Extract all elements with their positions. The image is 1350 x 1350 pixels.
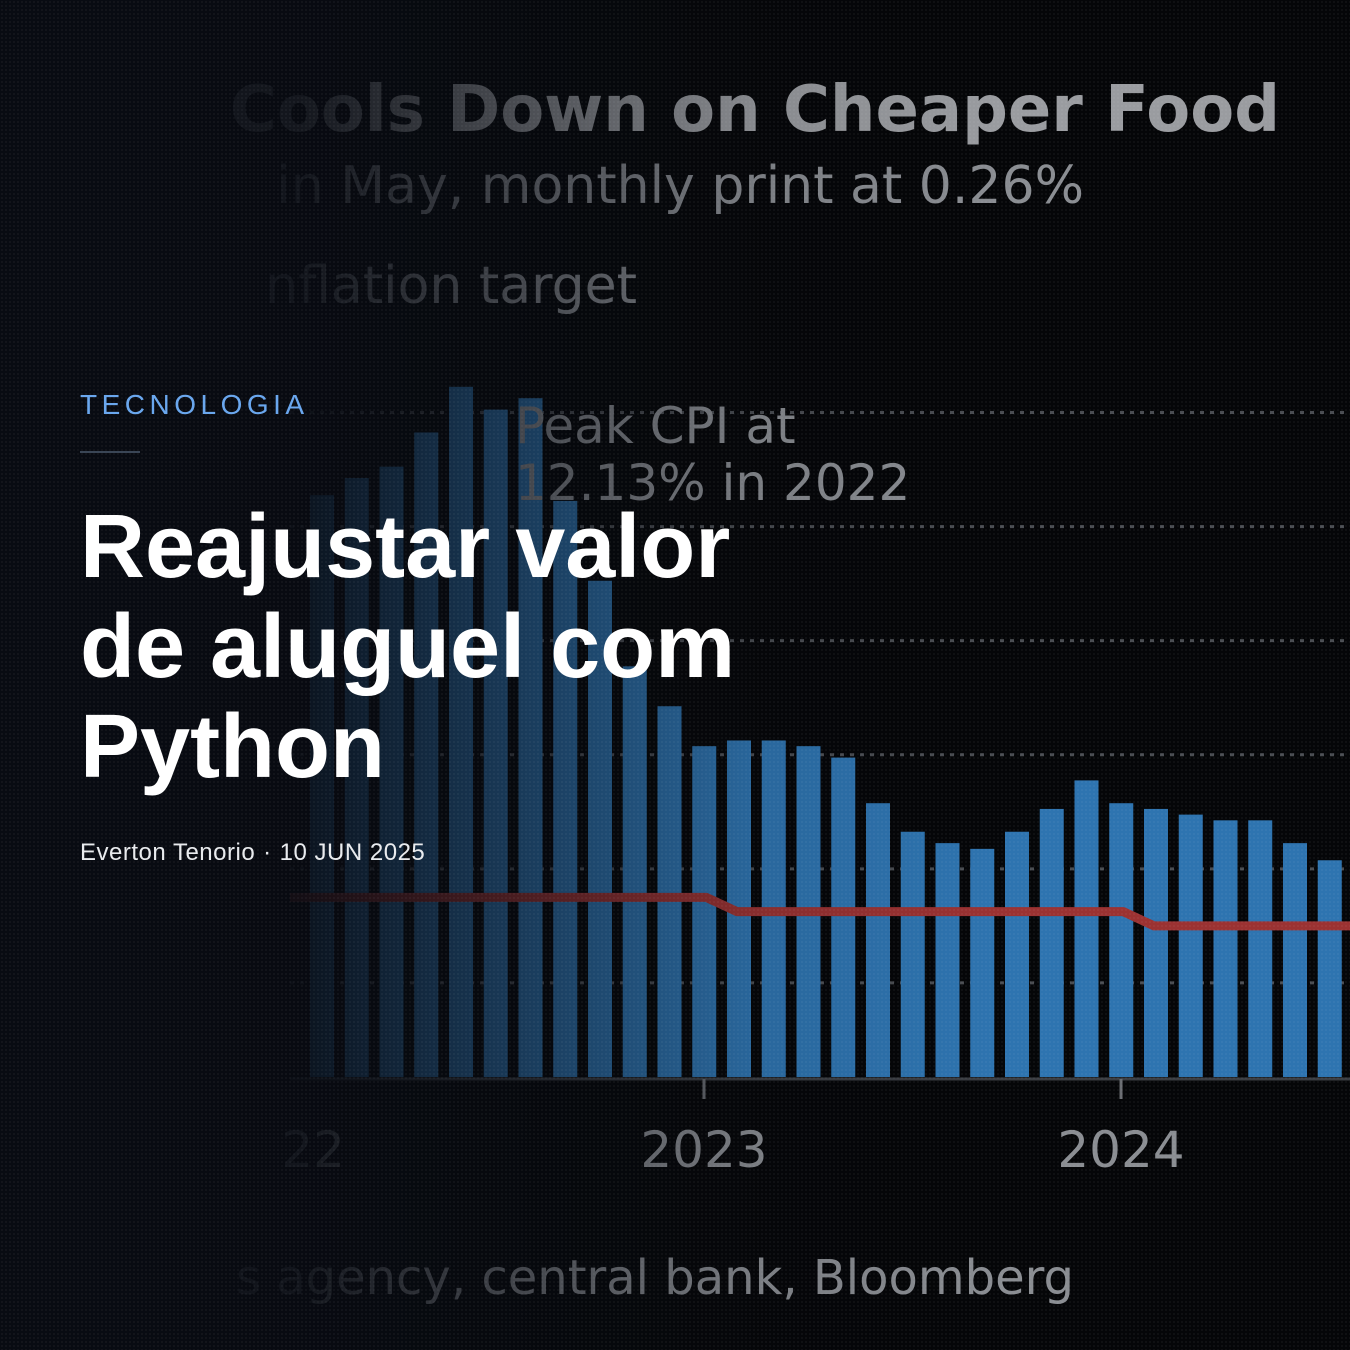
x-tick-label-2024: 2024	[1057, 1121, 1184, 1179]
chart-bar	[900, 831, 925, 1077]
chart-bar	[866, 803, 890, 1077]
byline-separator: ·	[263, 839, 272, 866]
chart-bar	[1005, 831, 1029, 1077]
divider	[80, 451, 140, 453]
chart-title: Cools Down on Cheaper Food	[230, 73, 1280, 147]
article-title[interactable]: Reajustar valor de aluguel com Python	[80, 497, 736, 797]
publish-date: 10 JUN 2025	[279, 839, 426, 866]
chart-bar	[1178, 814, 1203, 1077]
chart-bar	[1109, 803, 1134, 1077]
chart-bar	[1317, 860, 1342, 1077]
chart-bar	[831, 757, 856, 1077]
chart-bar	[970, 848, 995, 1077]
category-label[interactable]: TECNOLOGIA	[80, 389, 309, 420]
author-name[interactable]: Everton Tenorio	[80, 839, 256, 866]
article-card: TECNOLOGIA Reajustar valor de aluguel co…	[80, 388, 800, 867]
chart-bar	[1144, 808, 1168, 1077]
chart-bar	[1039, 808, 1064, 1077]
x-tick-label-2022: 22	[281, 1121, 345, 1179]
chart-bar	[935, 843, 960, 1077]
x-tick-label-2023: 2023	[640, 1121, 767, 1179]
byline: Everton Tenorio · 10 JUN 2025	[80, 839, 800, 867]
chart-bar	[1074, 780, 1099, 1077]
chart-bar	[1248, 820, 1273, 1077]
chart-source: s agency, central bank, Bloomberg	[236, 1250, 1074, 1306]
legend-label: nflation target	[265, 256, 637, 316]
chart-subtitle: in May, monthly print at 0.26%	[276, 156, 1084, 216]
chart-bar	[1283, 843, 1307, 1077]
chart-bar	[1213, 820, 1238, 1077]
